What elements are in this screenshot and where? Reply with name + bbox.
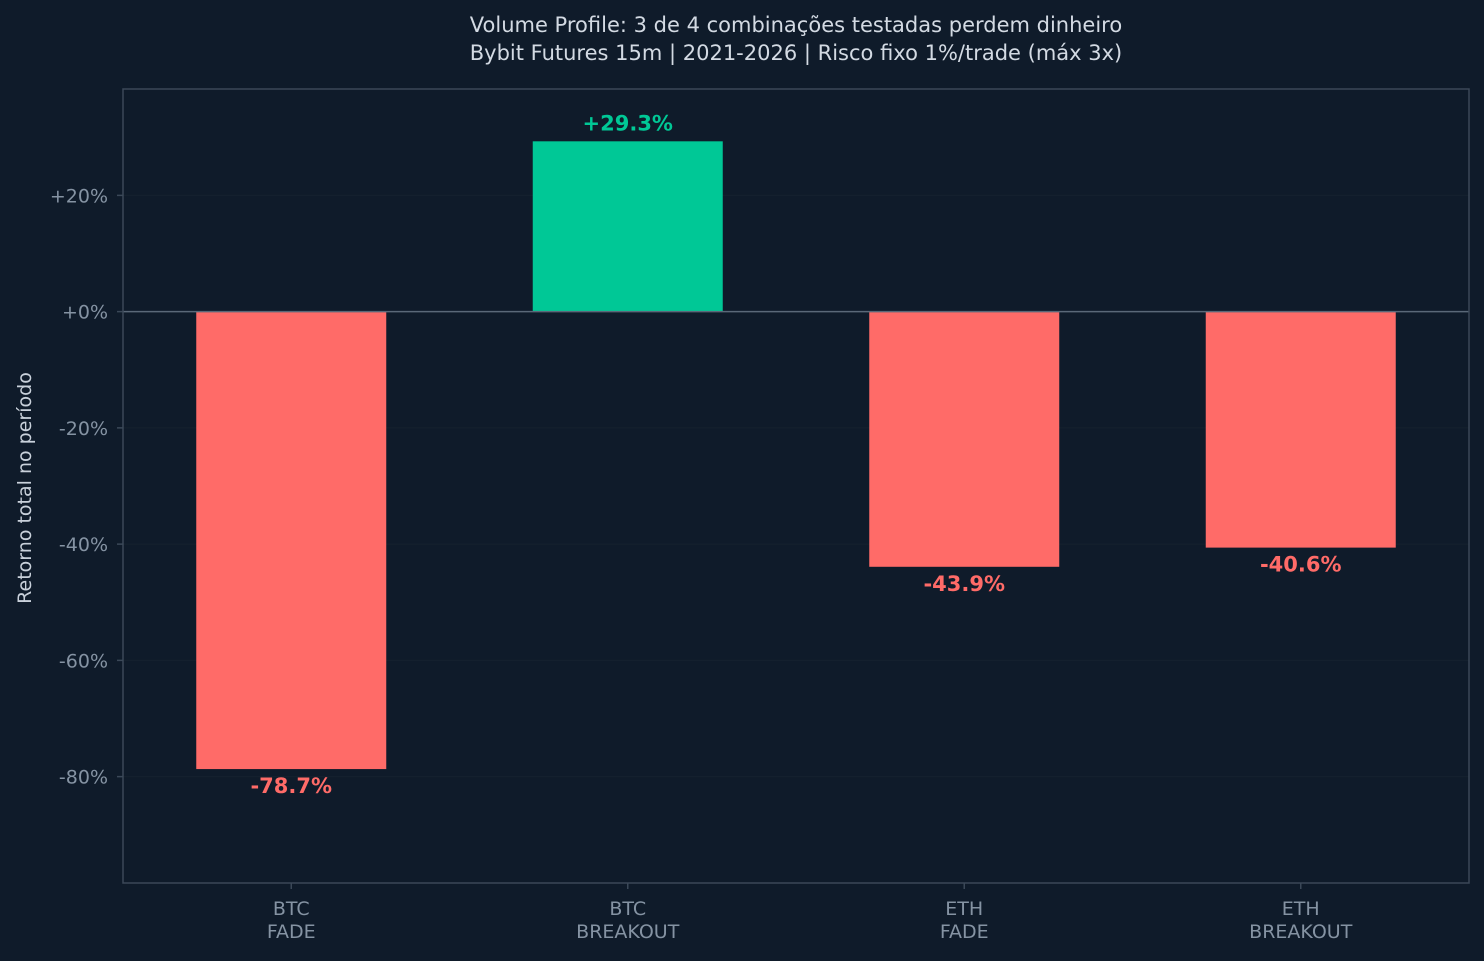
x-tick-label: BTC — [273, 898, 310, 920]
bar-value-label: -78.7% — [250, 774, 332, 798]
x-tick-label: ETH — [945, 898, 983, 920]
x-tick-label: FADE — [267, 921, 316, 943]
bar-value-label: -40.6% — [1260, 553, 1342, 577]
chart-subtitle: Bybit Futures 15m | 2021-2026 | Risco fi… — [470, 41, 1123, 66]
bar-value-label: +29.3% — [583, 111, 673, 135]
plot-frame — [122, 88, 1470, 884]
y-tick-label: +20% — [50, 185, 108, 207]
bar — [869, 311, 1060, 567]
y-tick-label: -40% — [59, 534, 108, 556]
y-axis-label: Retorno total no período — [14, 372, 36, 604]
x-tick-label: BTC — [609, 898, 646, 920]
y-tick-label: -20% — [59, 418, 108, 440]
y-axis-ticks: +20% +0% -20% -40% -60% -80% — [50, 185, 123, 789]
value-labels: -78.7% +29.3% -43.9% -40.6% — [250, 111, 1341, 798]
bar — [532, 141, 723, 312]
x-tick-label: FADE — [940, 921, 989, 943]
bar-value-label: -43.9% — [923, 572, 1005, 596]
y-tick-label: -80% — [59, 767, 108, 789]
bar — [196, 311, 387, 770]
chart-title: Volume Profile: 3 de 4 combinações testa… — [470, 13, 1122, 37]
bars — [196, 141, 1396, 770]
x-tick-label: ETH — [1282, 898, 1320, 920]
x-tick-label: BREAKOUT — [1249, 921, 1353, 943]
bar — [1205, 311, 1396, 548]
y-tick-label: -60% — [59, 650, 108, 672]
x-tick-label: BREAKOUT — [576, 921, 680, 943]
y-tick-label: +0% — [62, 302, 108, 324]
